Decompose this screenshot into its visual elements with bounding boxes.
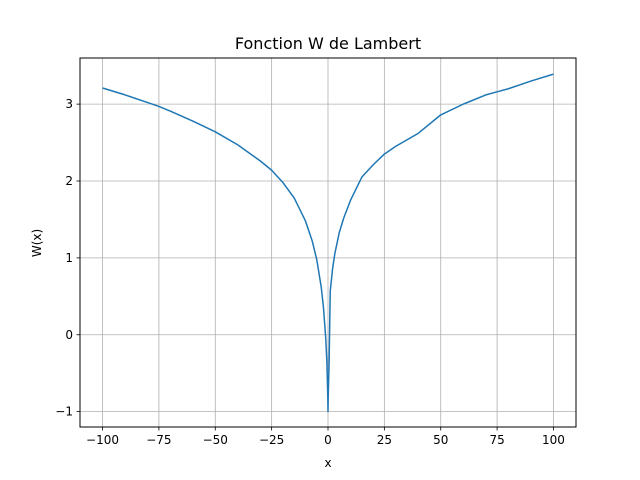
x-tick-label: −75 <box>146 433 171 447</box>
chart-title: Fonction W de Lambert <box>235 34 421 53</box>
y-axis-title: W(x) <box>30 229 44 257</box>
x-tick-label: 75 <box>489 433 504 447</box>
y-tick-label: −1 <box>55 405 73 419</box>
y-tick-label: 0 <box>65 328 73 342</box>
y-tick-label: 2 <box>65 174 73 188</box>
grid <box>80 58 576 427</box>
x-tick-label: −25 <box>259 433 284 447</box>
x-tick-label: 50 <box>433 433 448 447</box>
y-tick-label: 1 <box>65 251 73 265</box>
x-tick-label: −100 <box>86 433 119 447</box>
x-tick-label: 25 <box>377 433 392 447</box>
x-tick-label: −50 <box>203 433 228 447</box>
x-axis: −100 −75 −50 −25 0 25 50 75 100 <box>86 427 565 447</box>
x-axis-title: x <box>324 456 331 470</box>
y-tick-label: 3 <box>65 97 73 111</box>
y-axis: −1 0 1 2 3 <box>55 97 80 419</box>
x-tick-label: 100 <box>542 433 565 447</box>
series-layer <box>102 73 554 413</box>
x-tick-label: 0 <box>324 433 332 447</box>
series-line <box>102 73 554 413</box>
